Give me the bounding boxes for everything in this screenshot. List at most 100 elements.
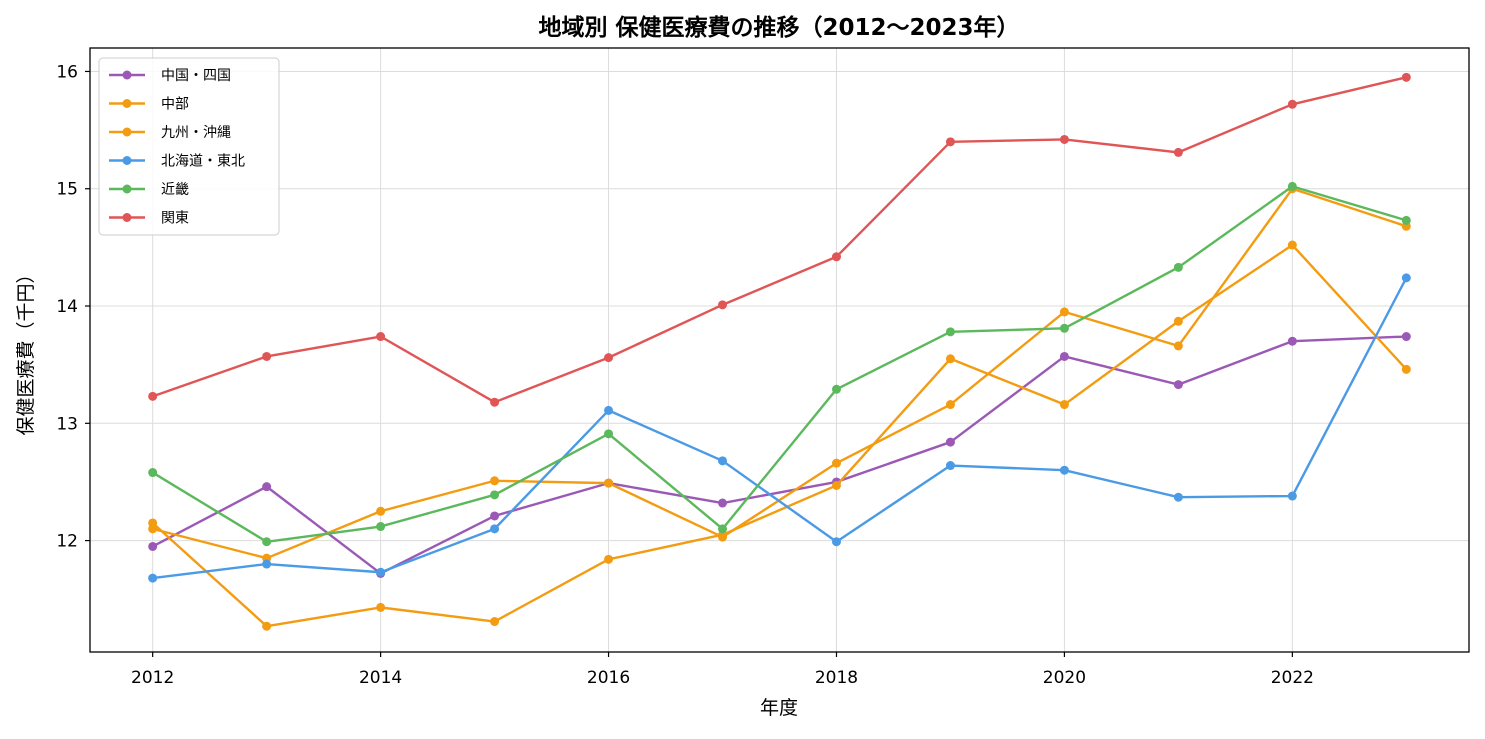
series-line xyxy=(152,277,1408,580)
legend-swatch-marker xyxy=(122,70,132,80)
x-tick-label: 2014 xyxy=(359,668,402,688)
data-point xyxy=(376,506,386,516)
legend-item: 関東 xyxy=(109,211,189,227)
data-point xyxy=(831,252,841,262)
data-point xyxy=(148,468,158,478)
legend-label: 中部 xyxy=(161,97,189,113)
data-point xyxy=(490,476,500,486)
legend-swatch-marker xyxy=(122,184,132,194)
data-point xyxy=(1173,341,1183,351)
data-point xyxy=(1401,364,1411,374)
data-point xyxy=(1173,147,1183,157)
x-tick-label: 2016 xyxy=(587,668,630,688)
data-point xyxy=(945,327,955,337)
data-point xyxy=(604,554,614,564)
data-point xyxy=(831,458,841,468)
data-point xyxy=(376,332,386,342)
data-point xyxy=(604,429,614,439)
y-tick-label: 13 xyxy=(56,414,78,434)
data-point xyxy=(262,351,272,361)
series-group xyxy=(148,72,1411,631)
data-point xyxy=(376,567,386,577)
series-line xyxy=(152,185,1407,543)
data-point xyxy=(148,573,158,583)
data-point xyxy=(490,511,500,521)
axis-ticks: 2012 2014 2016 2018 2020 2022 12 13 14 15 16 xyxy=(56,62,1314,688)
legend-item: 九州・沖縄 xyxy=(109,125,231,141)
data-point xyxy=(1173,492,1183,502)
data-point xyxy=(1287,336,1297,346)
data-point xyxy=(1401,273,1411,283)
legend-swatch-marker xyxy=(122,127,132,137)
data-point xyxy=(262,621,272,631)
data-point xyxy=(1059,307,1069,317)
data-point xyxy=(1401,72,1411,82)
legend-label: 関東 xyxy=(161,211,189,227)
legend-swatch-marker xyxy=(122,156,132,165)
data-point xyxy=(1059,351,1069,361)
x-tick-label: 2020 xyxy=(1043,668,1086,688)
data-point xyxy=(1401,215,1411,225)
y-tick-label: 14 xyxy=(56,297,78,317)
data-point xyxy=(490,617,500,627)
series-line xyxy=(151,243,1408,628)
data-point xyxy=(831,480,841,490)
data-point xyxy=(262,559,272,569)
series-line xyxy=(152,335,1407,575)
y-tick-label: 16 xyxy=(56,62,78,82)
plot-frame xyxy=(89,47,1470,653)
data-point xyxy=(831,384,841,394)
data-point xyxy=(1173,262,1183,272)
series-4 xyxy=(148,181,1411,547)
legend-label: 中国・四国 xyxy=(161,68,231,84)
data-point xyxy=(490,397,500,407)
series-2 xyxy=(148,240,1411,631)
x-axis-label: 年度 xyxy=(760,697,798,719)
legend-swatch-marker xyxy=(122,213,132,222)
data-point xyxy=(1059,465,1069,475)
series-line xyxy=(152,76,1407,404)
y-tick-label: 12 xyxy=(56,532,78,552)
series-5 xyxy=(148,72,1411,407)
data-point xyxy=(148,541,158,551)
data-point xyxy=(262,482,272,492)
x-tick-label: 2018 xyxy=(815,668,858,688)
data-point xyxy=(718,524,728,534)
y-tick-label: 15 xyxy=(56,180,78,200)
data-point xyxy=(604,405,614,415)
data-point xyxy=(1401,332,1411,342)
data-point xyxy=(831,537,841,547)
data-point xyxy=(604,353,614,363)
legend-item: 近畿 xyxy=(109,182,189,198)
data-point xyxy=(604,478,614,488)
data-point xyxy=(1287,181,1297,191)
legend-box xyxy=(98,57,280,236)
data-point xyxy=(1287,99,1297,109)
series-3 xyxy=(148,273,1411,583)
legend-item: 北海道・東北 xyxy=(109,154,245,170)
data-point xyxy=(945,400,955,410)
data-point xyxy=(945,137,955,147)
legend-label: 九州・沖縄 xyxy=(161,125,231,141)
grid xyxy=(90,48,1469,652)
data-point xyxy=(376,602,386,612)
data-point xyxy=(945,437,955,447)
data-point xyxy=(718,456,728,466)
data-point xyxy=(718,300,728,310)
data-point xyxy=(490,490,500,500)
legend-item: 中国・四国 xyxy=(109,68,231,84)
data-point xyxy=(490,524,500,534)
data-point xyxy=(1173,316,1183,326)
data-point xyxy=(1059,400,1069,410)
data-point xyxy=(376,522,386,532)
data-point xyxy=(148,391,158,401)
data-point xyxy=(1059,134,1069,144)
data-point xyxy=(945,461,955,471)
chart-title: 地域別 保健医療費の推移（2012〜2023年） xyxy=(538,14,1019,41)
x-tick-label: 2012 xyxy=(131,668,174,688)
data-point xyxy=(148,518,158,528)
data-point xyxy=(1173,380,1183,390)
